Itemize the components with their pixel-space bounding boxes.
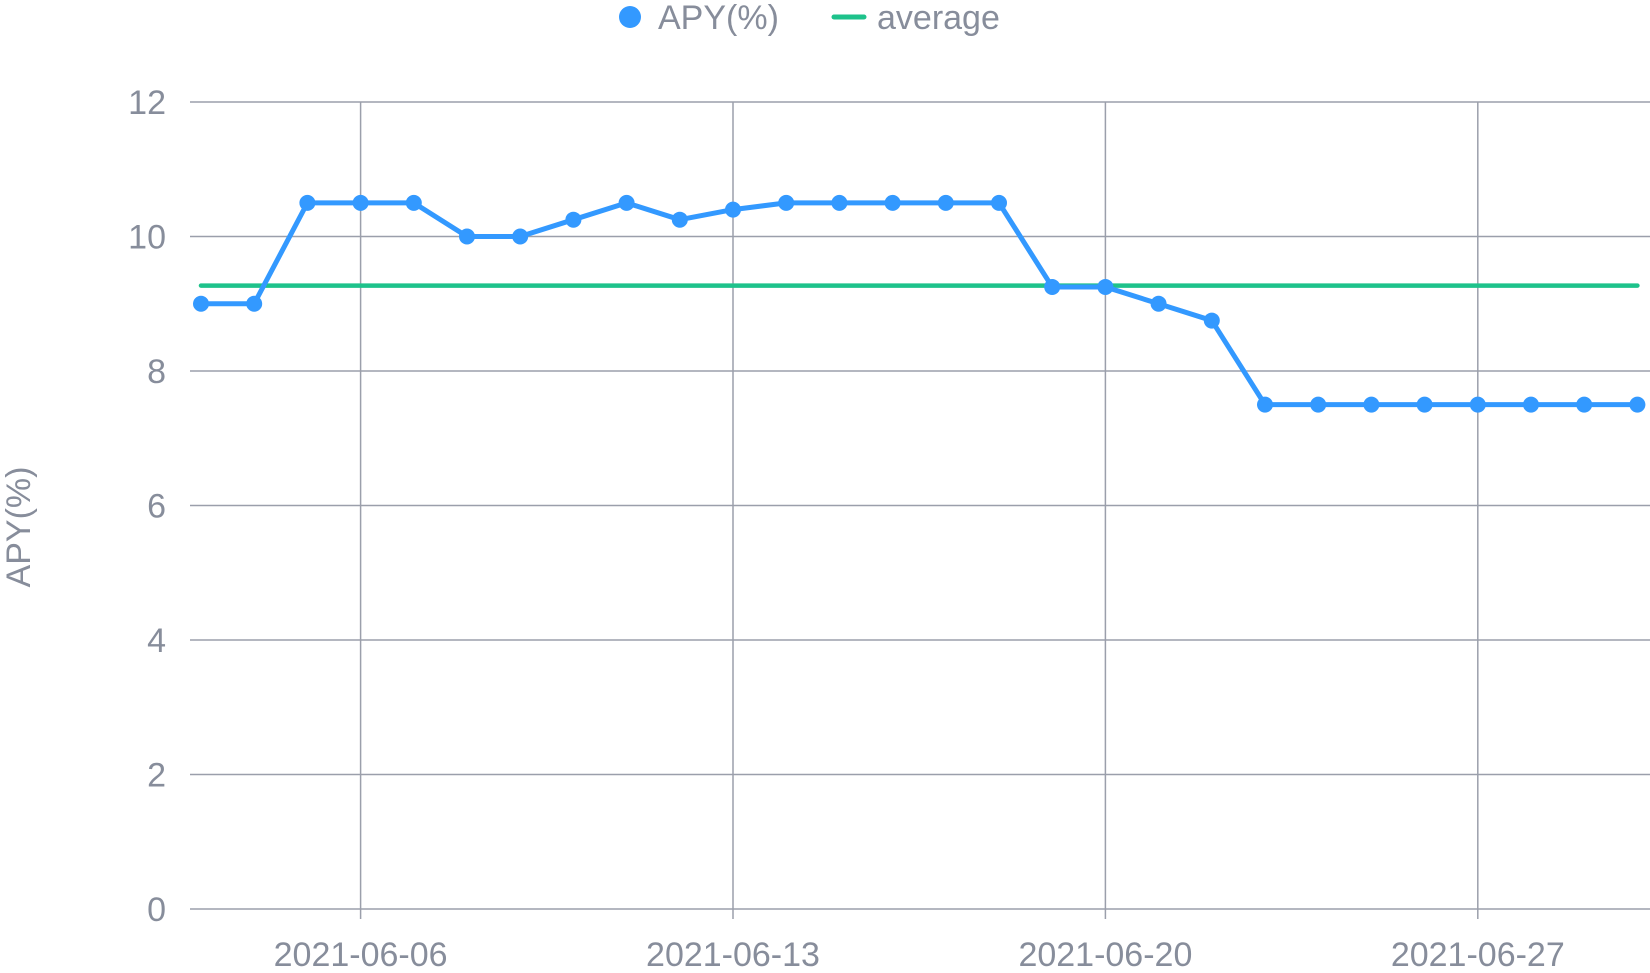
x-tick-label: 2021-06-20	[1018, 936, 1192, 968]
apy-data-point[interactable]	[1469, 396, 1486, 413]
apy-data-point[interactable]	[1576, 396, 1593, 413]
apy-data-point[interactable]	[459, 228, 475, 245]
apy-data-point[interactable]	[1523, 396, 1539, 413]
y-tick-label: 2	[147, 757, 166, 795]
apy-data-point[interactable]	[1310, 396, 1327, 413]
apy-line	[198, 200, 1640, 408]
apy-data-point[interactable]	[1203, 312, 1220, 329]
legend-average-label: average	[877, 0, 1000, 37]
legend-item-apy[interactable]: APY(%)	[619, 0, 779, 37]
y-tick-label: 6	[147, 488, 166, 526]
legend-item-average[interactable]: average	[831, 0, 1000, 37]
x-axis-ticks: 2021-06-06 2021-06-13 2021-06-20 2021-06-27	[274, 909, 1565, 973]
apy-data-point[interactable]	[1044, 278, 1061, 295]
apy-data-point[interactable]	[937, 194, 954, 211]
apy-data-point[interactable]	[778, 194, 795, 211]
apy-data-point[interactable]	[193, 295, 209, 312]
legend: APY(%) average	[619, 0, 1000, 37]
y-axis-ticks: 0 2 4 6 8 10 12	[128, 84, 166, 929]
apy-data-point[interactable]	[1416, 396, 1433, 413]
apy-data-point[interactable]	[405, 194, 422, 211]
series	[193, 194, 1646, 413]
apy-data-point[interactable]	[1150, 295, 1167, 312]
legend-apy-label: APY(%)	[658, 0, 779, 37]
apy-data-point[interactable]	[884, 194, 901, 211]
apy-data-point[interactable]	[671, 211, 688, 228]
apy-data-point[interactable]	[725, 201, 741, 218]
x-tick-label: 2021-06-27	[1391, 936, 1565, 968]
series-apy	[193, 194, 1646, 413]
x-tick-label: 2021-06-06	[274, 936, 448, 968]
x-tick-label: 2021-06-13	[646, 936, 820, 968]
y-tick-label: 10	[128, 219, 166, 257]
y-tick-label: 0	[147, 891, 166, 929]
grid	[190, 101, 1650, 910]
apy-data-point[interactable]	[991, 194, 1007, 211]
y-axis-label: APY(%)	[0, 467, 38, 588]
apy-data-point[interactable]	[299, 194, 316, 211]
apy-data-point[interactable]	[565, 211, 582, 228]
apy-data-point[interactable]	[1629, 396, 1646, 413]
apy-data-point[interactable]	[1257, 396, 1273, 413]
apy-data-point[interactable]	[1363, 396, 1380, 413]
apy-data-point[interactable]	[831, 194, 848, 211]
apy-data-point[interactable]	[1097, 278, 1114, 295]
y-tick-label: 12	[128, 84, 166, 122]
apy-data-point[interactable]	[352, 194, 369, 211]
y-tick-label: 4	[147, 622, 166, 660]
apy-data-point[interactable]	[512, 228, 529, 245]
apy-data-point[interactable]	[618, 194, 635, 211]
legend-apy-marker	[619, 6, 641, 28]
y-tick-label: 8	[147, 353, 166, 391]
apy-data-point[interactable]	[246, 295, 263, 312]
